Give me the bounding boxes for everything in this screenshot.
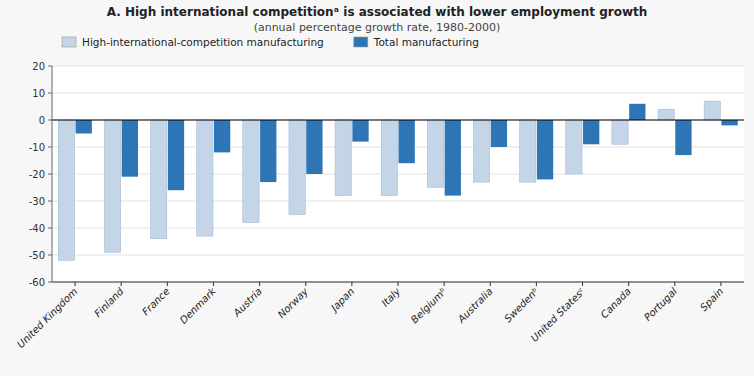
legend-label: Total manufacturing [373,36,479,48]
x-tick [305,282,306,286]
y-tick-label: 0 [39,115,45,126]
grid-line [52,93,744,94]
bar [289,120,305,215]
bar [473,120,489,182]
y-tick [48,120,52,121]
bar [76,120,92,134]
bar [566,120,582,174]
x-tick-label: Belgiumᵇ [409,286,449,326]
bar [721,120,737,125]
bar [520,120,536,182]
y-tick-label: -60 [29,277,45,288]
x-tick [398,282,399,286]
x-tick-label: Denmark [178,285,219,326]
x-tick-label: Swedenᵇ [502,286,541,325]
y-axis-line [52,66,53,282]
chart-container: A. High international competitionᵃ is as… [0,0,754,376]
bar [629,104,645,120]
bar [612,120,628,144]
plot-area [52,66,744,282]
x-tick [582,282,583,286]
bar [306,120,322,174]
x-tick [121,282,122,286]
y-tick [48,282,52,283]
bar [704,101,720,120]
x-tick [628,282,629,286]
bar [658,109,674,120]
x-tick-label: Canada [598,286,633,321]
title: A. High international competitionᵃ is as… [107,5,648,19]
x-tick-label: Finland [92,285,126,319]
bar [260,120,276,182]
y-tick [48,93,52,94]
legend-label: High-international-competition manufactu… [82,36,324,48]
y-tick-label: -40 [29,223,45,234]
y-axis: -60 -50 -40 -30 -20 -10 0 10 20 [29,61,744,288]
bar [675,120,691,155]
bar [122,120,138,177]
bar [168,120,184,190]
x-tick [167,282,168,286]
y-tick [48,255,52,256]
grid-line [52,66,744,67]
x-tick [720,282,721,286]
bar [151,120,167,239]
y-tick [48,228,52,229]
grid-line [52,255,744,256]
x-tick [444,282,445,286]
x-tick [351,282,352,286]
legend: High-international-competition manufactu… [62,36,479,48]
bar [58,120,74,260]
bar [491,120,507,147]
grid-line [52,120,744,121]
y-tick-label: 10 [32,88,45,99]
legend-swatch [62,37,76,47]
bar [399,120,415,163]
subtitle: (annual percentage growth rate, 1980-200… [254,21,501,34]
x-tick [490,282,491,286]
bar [583,120,599,144]
bar [243,120,259,223]
x-tick-label: Italy [379,285,403,309]
chart: A. High international competitionᵃ is as… [0,0,754,376]
x-tick [259,282,260,286]
bar [197,120,213,236]
bar [427,120,443,188]
x-tick-label: Portugal [642,285,679,322]
x-tick-label: Japan [327,286,356,315]
bar [335,120,351,196]
y-tick-label: -10 [29,142,45,153]
bar [381,120,397,196]
legend-swatch [354,37,368,47]
bar [537,120,553,179]
x-tick [674,282,675,286]
x-tick-label: United Kingdom [15,285,80,350]
x-tick [213,282,214,286]
x-tick-label: Spain [698,286,726,314]
bars [58,101,737,260]
x-tick-label: United Statesᶜ [529,285,587,343]
y-tick-label: 20 [32,61,45,72]
y-tick-label: -50 [29,250,45,261]
bar [214,120,230,152]
y-tick-label: -30 [29,196,45,207]
x-tick-label: France [140,286,172,318]
bar [445,120,461,196]
x-tick-label: Australia [455,286,495,326]
y-tick-label: -20 [29,169,45,180]
y-tick [48,147,52,148]
y-tick [48,201,52,202]
x-tick-label: Austria [231,286,264,319]
x-tick [75,282,76,286]
y-tick [48,66,52,67]
y-tick [48,174,52,175]
baseline [52,120,744,121]
x-tick [536,282,537,286]
bar [352,120,368,142]
x-axis: United Kingdom Finland FranceDenmark Austri… [15,282,725,350]
bar [104,120,120,252]
x-tick-label: Norway [276,285,311,320]
